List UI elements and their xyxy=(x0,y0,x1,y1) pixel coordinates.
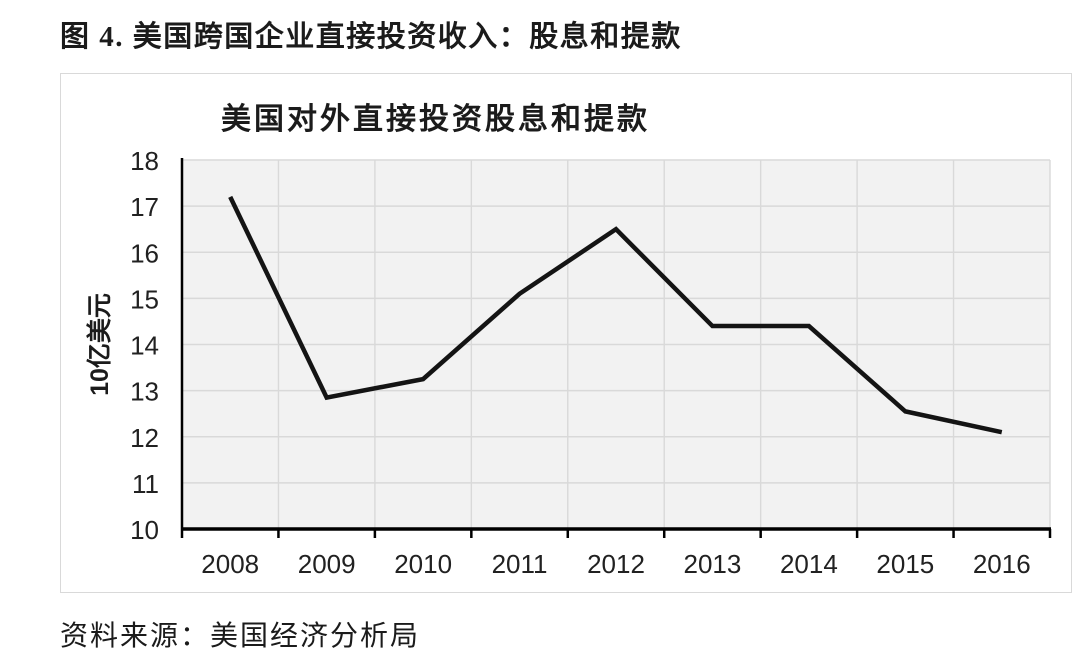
y-tick-label: 13 xyxy=(130,377,159,407)
x-tick-label: 2009 xyxy=(298,549,356,579)
source-text: 资料来源：美国经济分析局 xyxy=(60,621,421,652)
x-tick-label: 2014 xyxy=(780,549,838,579)
x-tick-label: 2010 xyxy=(394,549,452,579)
x-tick-label: 2008 xyxy=(201,549,259,579)
y-tick-label: 16 xyxy=(130,238,159,268)
series-line xyxy=(228,195,1003,435)
x-tick-label: 2011 xyxy=(492,549,548,579)
figure-title: 图 4. 美国跨国企业直接投资收入：股息和提款 xyxy=(60,21,682,53)
chart-frame: 10 11 12 13 14 15 16 17 18 2008 2009 2010 2011 2012 20… xyxy=(60,73,1072,593)
y-axis-title: 10亿美元 xyxy=(85,293,114,396)
y-tick-label: 14 xyxy=(130,331,159,361)
y-tick-label: 10 xyxy=(130,515,159,545)
chart-title: 美国对外直接投资股息和提款 xyxy=(221,103,650,136)
line-chart: 10 11 12 13 14 15 16 17 18 2008 2009 2010 2011 2012 20… xyxy=(85,146,1052,579)
y-tick-label: 12 xyxy=(130,423,159,453)
x-tick-label: 2013 xyxy=(684,549,742,579)
y-tick-label: 15 xyxy=(130,284,159,314)
y-tick-label: 11 xyxy=(132,469,159,499)
y-tick-label: 18 xyxy=(130,146,159,176)
x-tick-label: 2015 xyxy=(876,549,934,579)
x-tick-label: 2016 xyxy=(973,549,1031,579)
x-tick-label: 2012 xyxy=(587,549,645,579)
y-tick-label: 17 xyxy=(130,192,159,222)
